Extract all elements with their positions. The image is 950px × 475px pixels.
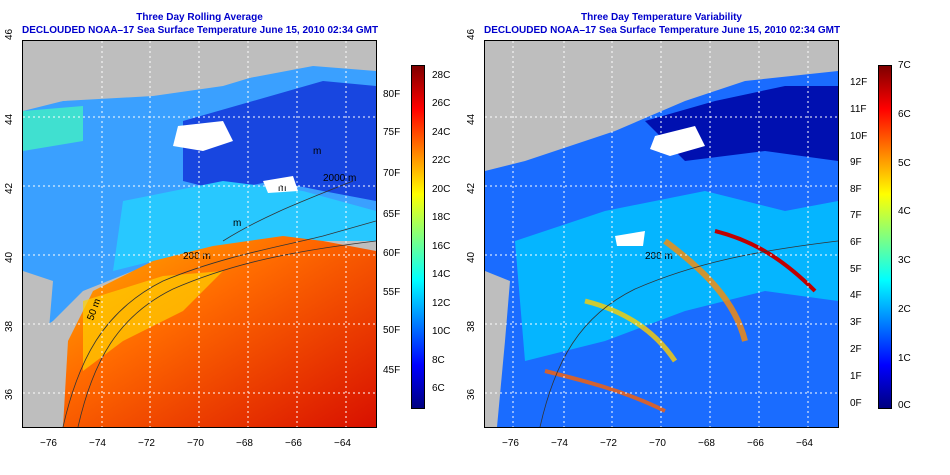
left-cbar-f-45: 45F (383, 365, 401, 376)
right-colorbar (878, 65, 892, 409)
right-cbar-f-12: 12F (850, 77, 868, 88)
right-cbar-f-0: 0F (850, 398, 862, 409)
right-cbar-c-6: 6C (898, 109, 911, 120)
left-contour-m2: m (278, 183, 286, 194)
right-cbar-f-2: 2F (850, 344, 862, 355)
left-lat-42: 42 (4, 182, 15, 194)
left-cbar-c-18: 18C (432, 212, 451, 223)
right-lon-74: −74 (551, 438, 568, 449)
right-lon-76: −76 (502, 438, 519, 449)
left-subtitle: DECLOUDED NOAA–17 Sea Surface Temperatur… (22, 25, 379, 36)
left-contour-2000: 2000 m (323, 173, 356, 184)
left-contour-200: 200 m (183, 251, 211, 262)
right-cbar-f-7: 7F (850, 210, 862, 221)
left-lon-66: −66 (285, 438, 302, 449)
right-lat-36: 36 (466, 388, 477, 400)
right-lat-40: 40 (466, 251, 477, 263)
right-variability-map: 200 m (484, 40, 839, 428)
left-lat-36: 36 (4, 388, 15, 400)
right-cbar-c-4: 4C (898, 206, 911, 217)
right-cbar-c-0: 0C (898, 400, 911, 411)
left-lat-44: 44 (4, 113, 15, 125)
left-lat-38: 38 (4, 320, 15, 332)
left-lat-46: 46 (4, 28, 15, 40)
left-title: Three Day Rolling Average (136, 12, 263, 23)
right-cbar-f-4: 4F (850, 290, 862, 301)
left-cbar-c-6: 6C (432, 383, 445, 394)
right-lon-66: −66 (747, 438, 764, 449)
right-lat-46: 46 (466, 28, 477, 40)
right-subtitle: DECLOUDED NOAA–17 Sea Surface Temperatur… (484, 25, 841, 36)
right-cbar-c-2: 2C (898, 304, 911, 315)
left-lon-68: −68 (236, 438, 253, 449)
right-cbar-f-3: 3F (850, 317, 862, 328)
left-cbar-f-50: 50F (383, 325, 401, 336)
right-lon-68: −68 (698, 438, 715, 449)
left-cbar-c-20: 20C (432, 184, 451, 195)
left-cbar-f-70: 70F (383, 168, 401, 179)
left-colorbar (411, 65, 425, 409)
left-cbar-c-12: 12C (432, 298, 451, 309)
right-lat-44: 44 (466, 113, 477, 125)
right-cbar-f-11: 11F (850, 104, 867, 115)
left-cbar-c-22: 22C (432, 155, 451, 166)
right-title: Three Day Temperature Variability (581, 12, 742, 23)
right-cbar-c-5: 5C (898, 158, 911, 169)
left-cbar-f-75: 75F (383, 127, 401, 138)
right-cbar-f-1: 1F (850, 371, 862, 382)
left-cbar-c-14: 14C (432, 269, 451, 280)
right-lat-38: 38 (466, 320, 477, 332)
left-lon-76: −76 (40, 438, 57, 449)
left-cbar-c-10: 10C (432, 326, 451, 337)
right-cbar-c-1: 1C (898, 353, 911, 364)
right-cbar-f-10: 10F (850, 131, 868, 142)
left-cbar-f-65: 65F (383, 209, 401, 220)
right-cbar-c-3: 3C (898, 255, 911, 266)
right-lon-64: −64 (796, 438, 813, 449)
right-lat-42: 42 (466, 182, 477, 194)
left-cbar-f-55: 55F (383, 287, 401, 298)
left-sst-map: 2000 m 200 m 50 m m m m (22, 40, 377, 428)
left-cbar-f-80: 80F (383, 89, 401, 100)
right-lon-72: −72 (600, 438, 617, 449)
left-contour-m1: m (313, 146, 321, 157)
left-lon-72: −72 (138, 438, 155, 449)
left-cbar-f-60: 60F (383, 248, 401, 259)
left-lon-70: −70 (187, 438, 204, 449)
left-cbar-c-26: 26C (432, 98, 451, 109)
left-contour-m3: m (233, 218, 241, 229)
left-cbar-c-24: 24C (432, 127, 451, 138)
right-cbar-f-9: 9F (850, 157, 862, 168)
right-cbar-c-7: 7C (898, 60, 911, 71)
right-cbar-f-8: 8F (850, 184, 862, 195)
right-cbar-f-6: 6F (850, 237, 862, 248)
right-cbar-f-5: 5F (850, 264, 862, 275)
left-lon-74: −74 (89, 438, 106, 449)
left-cbar-c-28: 28C (432, 70, 451, 81)
right-lon-70: −70 (649, 438, 666, 449)
left-cbar-c-8: 8C (432, 355, 445, 366)
left-lon-64: −64 (334, 438, 351, 449)
left-cbar-c-16: 16C (432, 241, 451, 252)
right-contour-200: 200 m (645, 251, 673, 262)
left-lat-40: 40 (4, 251, 15, 263)
